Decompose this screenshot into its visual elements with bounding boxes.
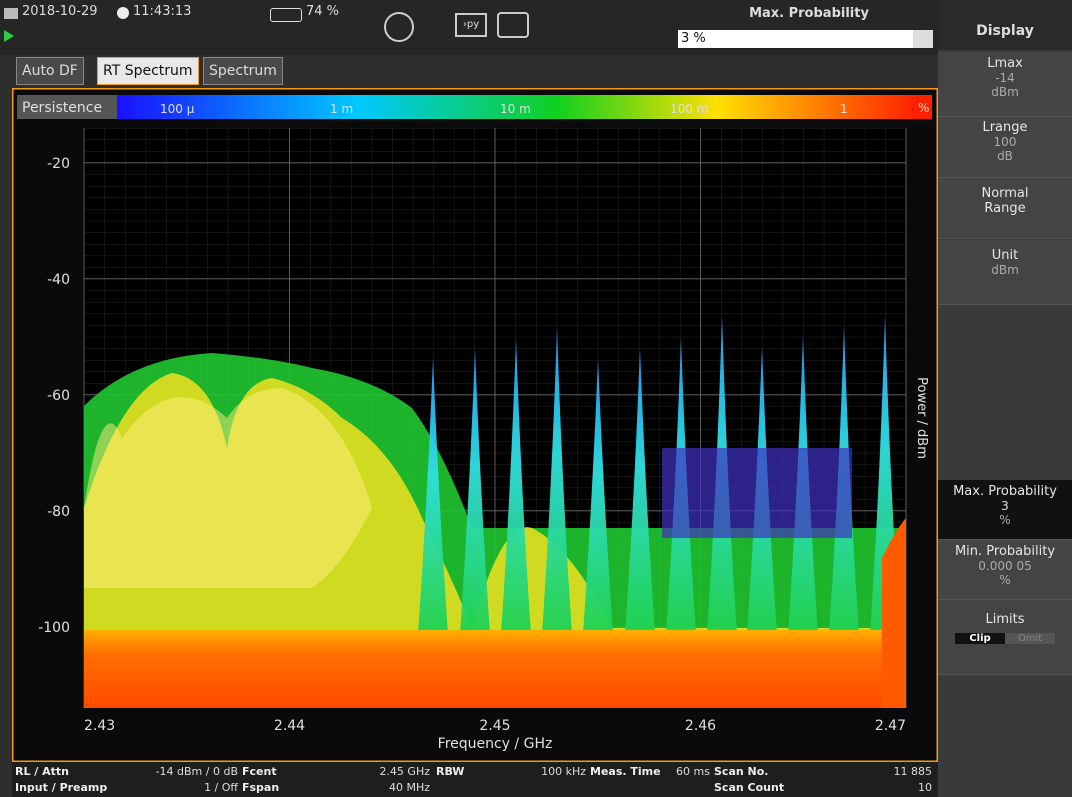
value: -14 <box>938 71 1072 85</box>
label: Max. Probability <box>938 484 1072 499</box>
top-bar: 2018-10-29 11:43:13 74 % ›py Max. Probab… <box>0 0 938 55</box>
info-label: Meas. Time <box>590 765 661 778</box>
info-label: RBW <box>436 765 464 778</box>
scale-tick-label: 100 m <box>670 102 708 116</box>
x-tick-label: 2.47 <box>875 718 906 734</box>
panel-title: Display <box>938 0 1072 50</box>
info-label: Fcent <box>242 765 277 778</box>
battery: 74 % <box>306 4 339 19</box>
battery-icon <box>270 8 302 22</box>
value: 100 <box>938 135 1072 149</box>
info-value: -14 dBm / 0 dB <box>72 765 238 778</box>
info-value: 100 kHz <box>482 765 586 778</box>
info-value: 60 ms <box>662 765 710 778</box>
probability-input[interactable]: 3 % <box>678 30 913 48</box>
y-tick-label: -40 <box>47 272 70 288</box>
field-label: Max. Probability <box>680 6 938 21</box>
scale-tick-label: 1 <box>840 102 848 116</box>
value: 3 <box>938 499 1072 513</box>
time: 11:43:13 <box>133 4 191 19</box>
info-label: Input / Preamp <box>15 781 107 794</box>
y-tick-label: -60 <box>47 388 70 404</box>
value: dBm <box>938 263 1072 277</box>
label: Limits <box>938 612 1072 627</box>
x-axis-label: Frequency / GHz <box>438 736 553 752</box>
tab[interactable]: Auto DF <box>16 57 84 85</box>
info-value: 40 MHz <box>312 781 430 794</box>
play-icon[interactable] <box>4 30 14 42</box>
info-value: 2.45 GHz <box>312 765 430 778</box>
scale-tick-label: 10 m <box>500 102 531 116</box>
scale-label: Persistence <box>22 100 102 116</box>
info-label: Scan Count <box>714 781 784 794</box>
label: Unit <box>938 248 1072 263</box>
option[interactable]: Clip <box>955 633 1005 644</box>
option[interactable]: Omit <box>1005 633 1055 644</box>
x-tick-label: 2.44 <box>274 718 305 734</box>
calendar-icon <box>4 8 18 19</box>
scale-tick-label: 100 µ <box>160 102 195 116</box>
info-value: 1 / Off <box>112 781 238 794</box>
label: Lmax <box>938 56 1072 71</box>
info-value: 11 885 <box>792 765 932 778</box>
y-tick-label: -80 <box>47 504 70 520</box>
chart: Persistence % Power / dBm Frequency / GH… <box>12 88 938 762</box>
tab[interactable]: RT Spectrum <box>97 57 199 85</box>
unit: dB <box>938 149 1072 163</box>
settings-icon[interactable] <box>384 12 414 42</box>
signal-band <box>662 448 852 538</box>
clock-icon <box>117 7 129 19</box>
date: 2018-10-29 <box>22 4 98 19</box>
tab[interactable]: Spectrum <box>203 57 283 85</box>
unit: % <box>938 573 1072 587</box>
info-bar: RL / Attn-14 dBm / 0 dB Input / Preamp 1 … <box>12 762 938 797</box>
info-label: RL / Attn <box>15 765 69 778</box>
info-value: 10 <box>792 781 932 794</box>
scale-unit: % <box>918 101 929 115</box>
x-tick-label: 2.45 <box>479 718 510 734</box>
label: Lrange <box>938 120 1072 135</box>
scale-tick-label: 1 m <box>330 102 353 116</box>
info-label: Fspan <box>242 781 279 794</box>
normal-range-button[interactable]: Normal Range <box>938 178 1072 239</box>
label: Min. Probability <box>938 544 1072 559</box>
y-tick-label: -100 <box>38 620 70 636</box>
dropdown-button[interactable] <box>913 30 933 48</box>
value: 0.000 05 <box>938 559 1072 573</box>
info-label: Scan No. <box>714 765 768 778</box>
screen: 2018-10-29 11:43:13 74 % ›py Max. Probab… <box>0 0 1072 797</box>
noise-floor <box>84 630 906 708</box>
python-icon[interactable]: ›py <box>455 13 487 37</box>
x-tick-label: 2.46 <box>685 718 716 734</box>
camera-icon[interactable] <box>497 12 529 38</box>
unit: dBm <box>938 85 1072 99</box>
unit: % <box>938 513 1072 527</box>
y-tick-label: -20 <box>47 156 70 172</box>
x-tick-label: 2.43 <box>84 718 115 734</box>
y-axis-label: Power / dBm <box>914 377 929 459</box>
